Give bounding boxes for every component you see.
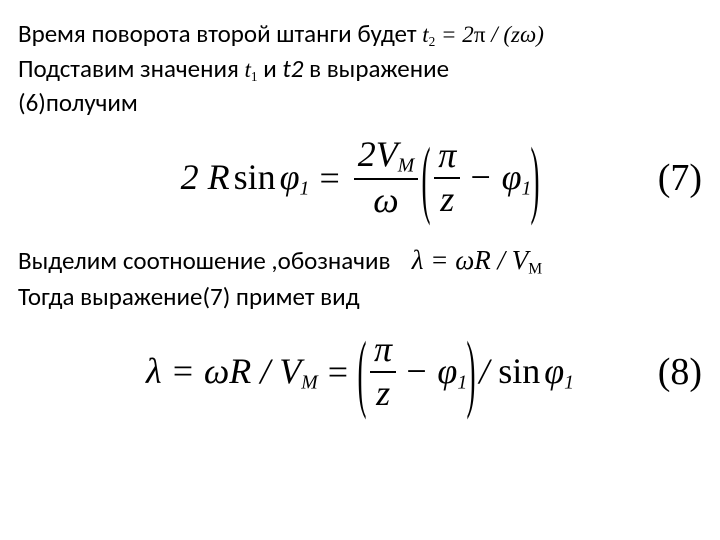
line4-equation: λ = ωR / VM <box>412 245 542 275</box>
line2-t1: t1 <box>244 57 257 82</box>
eq8-frac-num: π <box>370 331 396 369</box>
equation-8: λ = ωR / VM = ( π z − φ1 ) / sinφ1 (8) <box>18 322 702 422</box>
equation-7-number: (7) <box>658 156 702 200</box>
equation-7-body: 2 Rsinφ1 = 2VM ω ( π z − φ1 ) <box>181 136 540 220</box>
eq7-frac1-den: ω <box>369 182 402 220</box>
para-line-3: (6)получим <box>18 87 702 118</box>
line1-equation: t2 = 2π / (zω) <box>422 22 544 47</box>
equation-8-number: (8) <box>658 350 702 394</box>
eq7-frac2: π z <box>434 137 460 219</box>
eq8-lhs: λ = ωR / VM <box>146 350 318 395</box>
para-line-5: Тогда выражение(7) примет вид <box>18 281 702 312</box>
para-line-1: Время поворота второй штанги будет t2 = … <box>18 18 702 51</box>
line2-t2: t2 <box>282 53 303 84</box>
line2-pre: Подставим значения <box>18 53 244 84</box>
eq8-frac-den: z <box>372 375 394 413</box>
eq8-mid: − φ1 <box>404 350 467 395</box>
line4-pre: Выделим соотношение ,обозначив <box>18 245 390 276</box>
eq7-frac1-num: 2VM <box>354 136 418 176</box>
document-page: Время поворота второй штанги будет t2 = … <box>0 0 720 422</box>
eq7-frac2-num: π <box>434 137 460 175</box>
para-line-2: Подставим значения t1 и t2 в выражение <box>18 53 702 86</box>
line1-text: Время поворота второй штанги будет <box>18 18 417 49</box>
equation-7: 2 Rsinφ1 = 2VM ω ( π z − φ1 ) (7) <box>18 131 702 226</box>
rparen-icon: ) <box>531 135 540 221</box>
eq7-frac1: 2VM ω <box>354 136 418 220</box>
eq7-frac2-den: z <box>436 181 458 219</box>
lparen-icon: ( <box>358 329 367 415</box>
rparen-icon: ) <box>467 329 476 415</box>
eq8-tail: / sinφ1 <box>479 350 574 395</box>
line2-post: в выражение <box>309 53 449 84</box>
para-line-4: Выделим соотношение ,обозначив λ = ωR / … <box>18 244 702 279</box>
eq8-frac: π z <box>370 331 396 413</box>
lparen-icon: ( <box>422 135 431 221</box>
eq7-lhs: 2 Rsinφ1 <box>181 156 310 201</box>
equation-8-body: λ = ωR / VM = ( π z − φ1 ) / sinφ1 <box>146 331 574 413</box>
eq7-tail: − φ1 <box>468 156 531 201</box>
line2-mid: и <box>263 53 282 84</box>
